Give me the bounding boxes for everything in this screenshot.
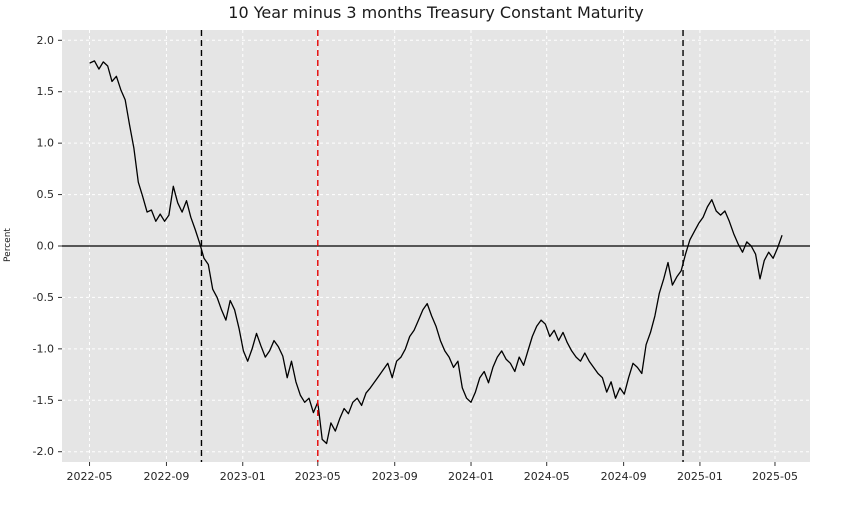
chart-title: 10 Year minus 3 months Treasury Constant… xyxy=(228,3,644,22)
spread-series-line xyxy=(89,60,783,445)
y-tick-label: -0.5 xyxy=(33,291,54,304)
x-tick-label: 2023-05 xyxy=(295,470,341,483)
y-tick-label: -2.0 xyxy=(33,445,54,458)
y-tick-label: 1.0 xyxy=(37,137,55,150)
x-tick-label: 2025-05 xyxy=(752,470,798,483)
y-tick-label: 2.0 xyxy=(37,34,55,47)
x-tick-label: 2024-05 xyxy=(524,470,570,483)
y-tick-label: 0.5 xyxy=(37,188,55,201)
x-tick-label: 2024-01 xyxy=(448,470,494,483)
x-tick-label: 2024-09 xyxy=(601,470,647,483)
y-tick-label: 1.5 xyxy=(37,85,55,98)
axis-ticks xyxy=(58,39,776,466)
y-tick-label: -1.5 xyxy=(33,394,54,407)
y-tick-label: -1.0 xyxy=(33,342,54,355)
axis-tick-labels: -2.0 -1.5 -1.0 -0.5 0.0 0.5 1.0 1.5 2.0 2022-05 20… xyxy=(33,34,798,483)
x-tick-label: 2022-09 xyxy=(143,470,189,483)
x-tick-label: 2025-01 xyxy=(677,470,723,483)
x-tick-label: 2023-09 xyxy=(372,470,418,483)
event-lines xyxy=(200,30,684,462)
x-tick-label: 2022-05 xyxy=(67,470,113,483)
x-tick-label: 2023-01 xyxy=(220,470,266,483)
y-tick-label: 0.0 xyxy=(37,240,55,253)
